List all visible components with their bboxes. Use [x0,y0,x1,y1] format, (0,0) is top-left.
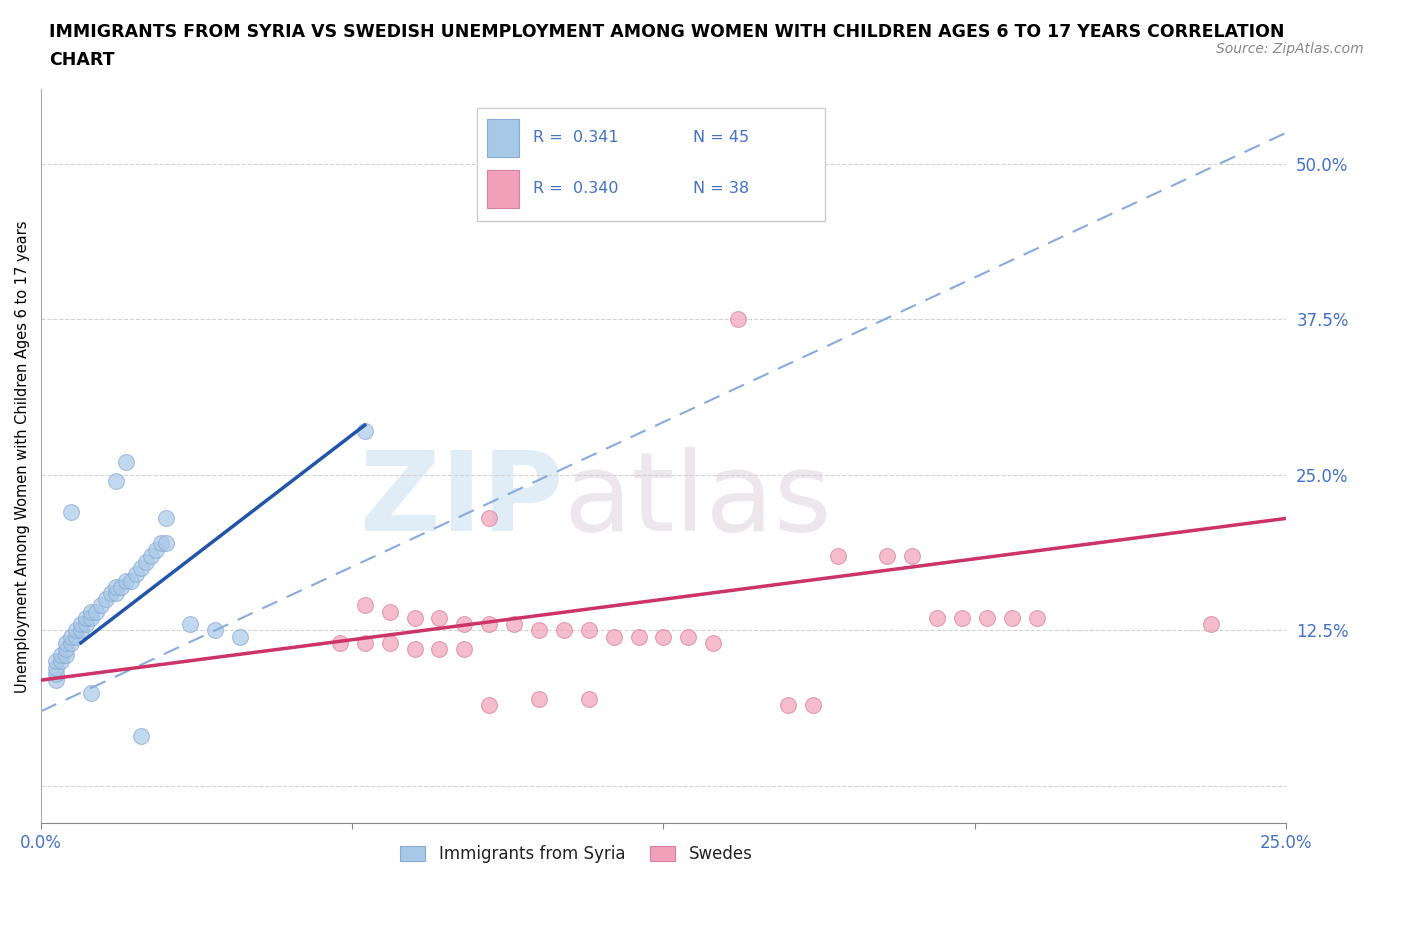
Point [702,635,724,650]
Point [404,610,426,625]
Text: IMMIGRANTS FROM SYRIA VS SWEDISH UNEMPLOYMENT AMONG WOMEN WITH CHILDREN AGES 6 T: IMMIGRANTS FROM SYRIA VS SWEDISH UNEMPLO… [49,23,1285,41]
Point [49,654,72,669]
Point [1025,610,1047,625]
Text: ZIP: ZIP [360,446,564,553]
Point [55,642,77,657]
Point [453,617,475,631]
Point [927,610,949,625]
Point [104,586,127,601]
Point [80,610,103,625]
Point [75,617,97,631]
Point [901,549,924,564]
Point [80,685,103,700]
Y-axis label: Unemployment Among Women with Children Ages 6 to 17 years: Unemployment Among Women with Children A… [15,220,30,693]
Point [80,604,103,619]
Point [404,642,426,657]
Point [876,549,898,564]
Point [75,610,97,625]
Point [678,630,700,644]
Point [353,424,375,439]
Point [950,610,973,625]
Point [652,630,675,644]
Point [104,579,127,594]
Point [84,604,107,619]
Point [478,511,501,525]
Text: Source: ZipAtlas.com: Source: ZipAtlas.com [1216,42,1364,56]
Point [129,561,152,576]
Point [55,648,77,663]
Point [801,698,824,712]
Point [429,642,451,657]
Point [100,586,122,601]
Point [578,691,600,706]
Point [145,542,167,557]
Point [45,654,67,669]
Point [135,554,157,569]
Point [353,598,375,613]
Point [378,635,401,650]
Point [120,573,142,588]
Point [478,698,501,712]
Point [59,630,82,644]
Point [478,617,501,631]
Point [229,630,252,644]
Legend: Immigrants from Syria, Swedes: Immigrants from Syria, Swedes [394,839,759,870]
Point [94,591,117,606]
Point [114,455,136,470]
Point [503,617,526,631]
Point [49,648,72,663]
Point [59,505,82,520]
Text: CHART: CHART [49,51,115,69]
Point [45,667,67,682]
Point [149,536,172,551]
Point [59,635,82,650]
Point [553,623,575,638]
Point [429,610,451,625]
Point [353,635,375,650]
Point [602,630,624,644]
Point [55,635,77,650]
Point [110,579,132,594]
Point [329,635,352,650]
Point [527,691,550,706]
Point [727,312,749,327]
Point [139,549,162,564]
Point [70,623,93,638]
Point [678,163,700,178]
Point [65,630,87,644]
Point [155,511,177,525]
Point [976,610,998,625]
Point [179,617,201,631]
Point [129,728,152,743]
Point [155,536,177,551]
Point [527,623,550,638]
Point [578,623,600,638]
Point [776,698,799,712]
Point [90,598,112,613]
Point [65,623,87,638]
Point [114,573,136,588]
Point [827,549,849,564]
Point [627,630,650,644]
Point [378,604,401,619]
Point [45,660,67,675]
Point [1001,610,1024,625]
Point [45,672,67,687]
Point [70,617,93,631]
Text: atlas: atlas [564,446,832,553]
Point [104,473,127,488]
Point [1199,617,1222,631]
Point [453,642,475,657]
Point [204,623,226,638]
Point [125,567,148,582]
